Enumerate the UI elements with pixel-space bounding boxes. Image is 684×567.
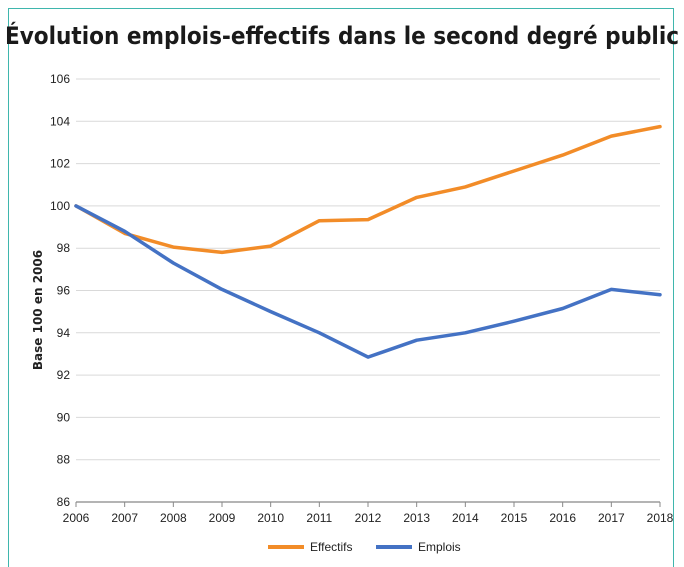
x-tick-label: 2008 <box>160 511 187 525</box>
y-tick-label: 106 <box>50 72 70 86</box>
y-tick-label: 104 <box>50 114 70 128</box>
series-lines <box>74 124 662 359</box>
y-tick-label: 94 <box>57 326 71 340</box>
x-tick-label: 2007 <box>111 511 138 525</box>
y-axis-ticks: 86 88 90 92 94 96 98 100 102 104 106 <box>50 72 70 509</box>
y-tick-label: 86 <box>57 495 71 509</box>
x-tick-label: 2017 <box>598 511 625 525</box>
x-tick-label: 2009 <box>209 511 236 525</box>
legend-label-emplois: Emplois <box>418 540 461 554</box>
x-tick-label: 2013 <box>403 511 430 525</box>
y-tick-label: 102 <box>50 157 70 171</box>
y-tick-label: 90 <box>57 410 71 424</box>
x-tick-label: 2012 <box>355 511 382 525</box>
series-line-effectifs <box>74 124 662 255</box>
y-tick-label: 88 <box>57 453 71 467</box>
x-axis-ticks: 2006 2007 2008 2009 2010 2011 2012 2013 2014 2015… <box>63 502 674 525</box>
series-line-emplois <box>74 204 662 359</box>
legend-label-effectifs: Effectifs <box>310 540 352 554</box>
y-tick-label: 92 <box>57 368 71 382</box>
x-tick-label: 2014 <box>452 511 479 525</box>
x-tick-label: 2006 <box>63 511 90 525</box>
legend: Effectifs Emplois <box>268 540 461 554</box>
y-tick-label: 96 <box>57 284 71 298</box>
gridlines <box>76 78 660 503</box>
x-tick-label: 2011 <box>306 511 332 525</box>
x-tick-label: 2018 <box>647 511 674 525</box>
chart-frame <box>8 8 674 567</box>
y-axis-label: Base 100 en 2006 <box>31 250 45 370</box>
y-tick-label: 100 <box>50 199 70 213</box>
x-tick-label: 2010 <box>257 511 284 525</box>
x-tick-label: 2015 <box>501 511 528 525</box>
y-tick-label: 98 <box>57 241 71 255</box>
x-tick-label: 2016 <box>549 511 576 525</box>
chart-title: Évolution emplois-effectifs dans le seco… <box>4 22 680 50</box>
